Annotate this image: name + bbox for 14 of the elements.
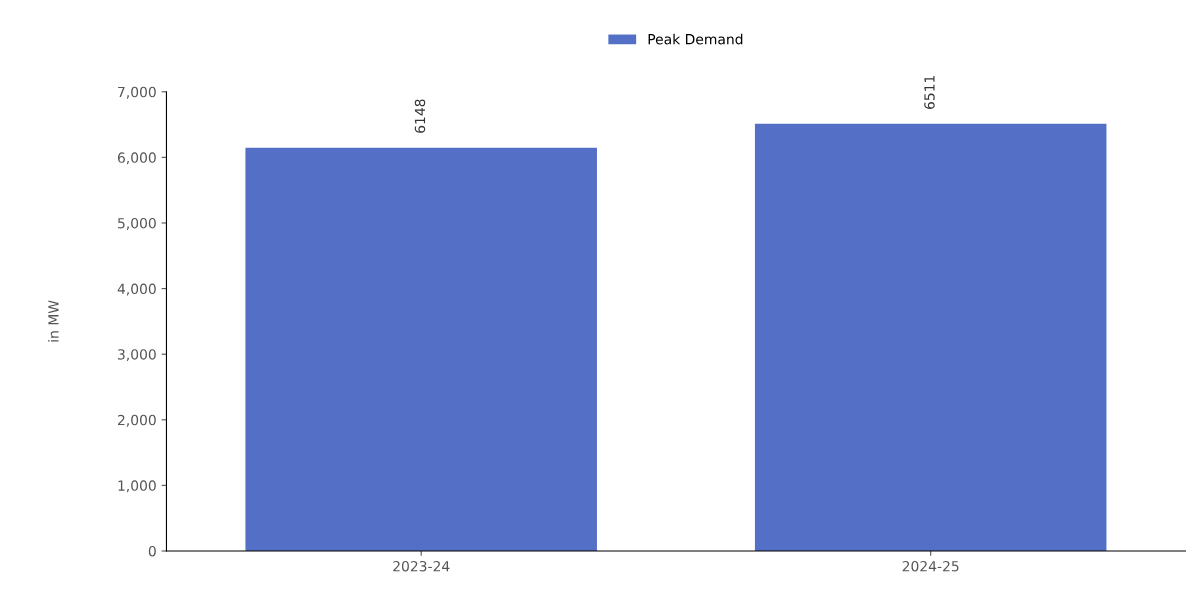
y-tick-label: 1,000 [118, 480, 156, 493]
y-tick-label: 3,000 [118, 349, 156, 362]
x-tick-label: 2023-24 [393, 560, 450, 572]
y-axis-title: in MW [47, 300, 59, 342]
y-tick-label: 5,000 [118, 217, 156, 230]
y-tick-label: 2,000 [117, 414, 156, 427]
data-label: 6511 [924, 75, 935, 109]
y-tick-label: 6,000 [117, 152, 156, 165]
y-tick-label: 0 [148, 545, 156, 557]
x-tick-label: 2024-25 [902, 560, 959, 572]
y-tick-label: 4,000 [117, 283, 156, 296]
data-label: 6148 [414, 99, 426, 133]
legend-label: Peak Demand [648, 33, 743, 45]
y-tick-label: 7,000 [118, 86, 156, 99]
